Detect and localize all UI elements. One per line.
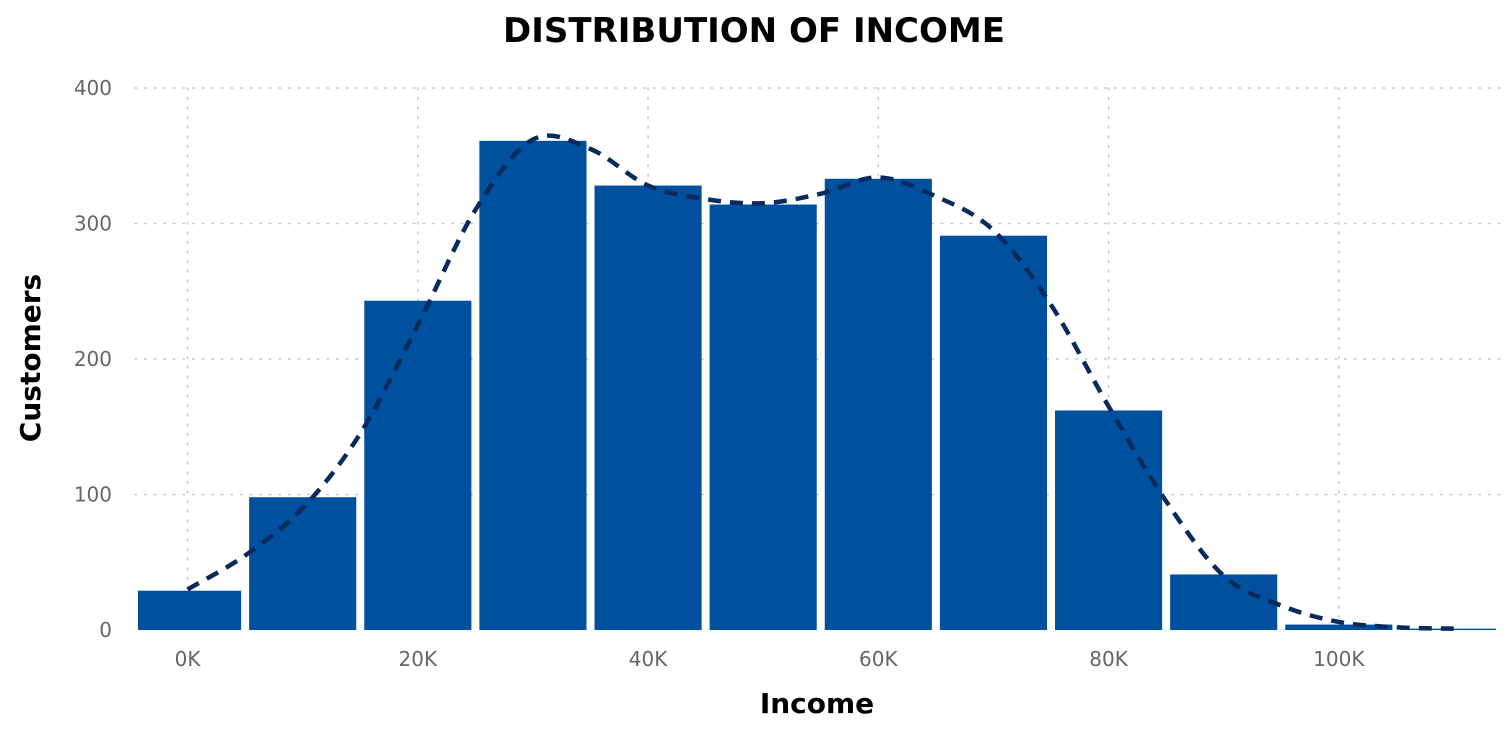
- histogram-bar: [824, 178, 932, 630]
- histogram-bars: [138, 140, 1496, 630]
- histogram-bar: [1285, 624, 1393, 630]
- histogram-bar: [138, 590, 242, 630]
- histogram-bar: [594, 185, 702, 630]
- x-tick-label: 80K: [1089, 647, 1128, 671]
- x-tick-label: 20K: [399, 647, 438, 671]
- x-tick-label: 60K: [859, 647, 898, 671]
- x-axis-title: Income: [760, 687, 874, 720]
- x-tick-label: 100K: [1313, 647, 1365, 671]
- x-axis-ticks: 0K 20K 40K 60K 80K 100K: [175, 647, 1366, 671]
- y-tick-label: 300: [74, 212, 112, 236]
- histogram-bar: [1170, 574, 1278, 630]
- y-tick-label: 400: [74, 76, 112, 100]
- histogram-bar: [479, 140, 587, 630]
- histogram-bar: [939, 235, 1048, 630]
- histogram-bar: [364, 300, 472, 630]
- x-tick-label: 40K: [629, 647, 668, 671]
- histogram-bar: [1055, 410, 1163, 630]
- y-tick-label: 100: [74, 483, 112, 507]
- histogram-bar: [249, 497, 357, 630]
- y-tick-label: 0: [99, 618, 112, 642]
- y-axis-ticks: 0 100 200 300 400: [74, 76, 112, 642]
- chart-title: DISTRIBUTION OF INCOME: [503, 11, 1005, 51]
- trend-line: [186, 133, 1454, 631]
- y-tick-label: 200: [74, 347, 112, 371]
- y-axis-title: Customers: [14, 274, 47, 442]
- x-tick-label: 0K: [175, 647, 202, 671]
- trend-line-group: [186, 133, 1454, 631]
- histogram-bar: [709, 204, 817, 630]
